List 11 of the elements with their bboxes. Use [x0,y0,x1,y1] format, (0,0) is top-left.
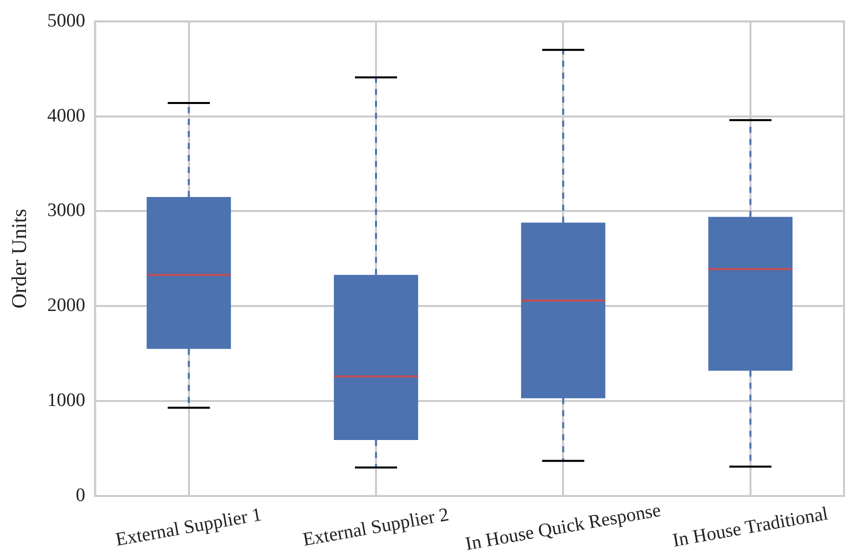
y-tick-label: 5000 [47,10,86,32]
y-tick-label: 0 [76,484,86,506]
x-tick-label: In House Quick Response [464,500,662,556]
x-tick-label: External Supplier 2 [301,504,450,551]
y-tick-label: 1000 [47,390,86,412]
y-tick-label: 4000 [47,105,86,126]
y-tick-label: 2000 [47,295,86,316]
x-tick-label: In House Traditional [671,503,830,552]
x-tick-label: External Supplier 1 [114,504,264,551]
y-axis-title: Order Units [7,208,32,309]
y-tick-label: 3000 [47,200,86,222]
